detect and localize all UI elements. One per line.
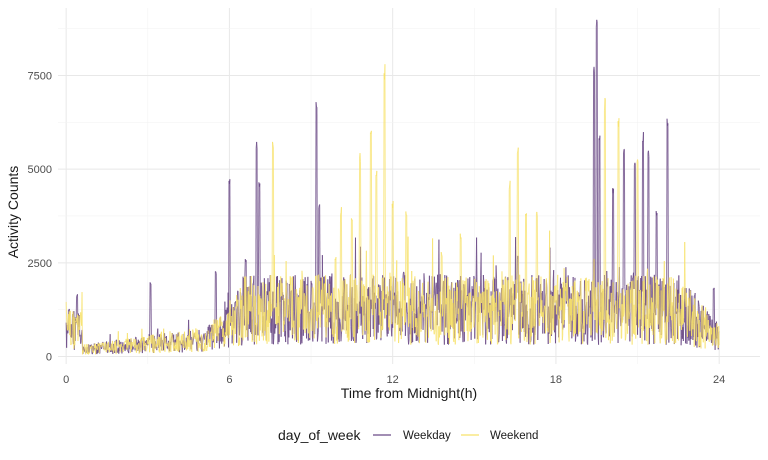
series-weekend [65, 64, 720, 355]
legend: day_of_week Weekday Weekend [278, 427, 538, 443]
x-tick-label: 6 [226, 374, 232, 386]
y-axis-title: Activity Counts [5, 166, 21, 259]
legend-title: day_of_week [278, 427, 362, 443]
x-tick-label: 18 [550, 374, 562, 386]
legend-label-weekday: Weekday [403, 430, 451, 442]
grid-lines [58, 8, 760, 364]
y-axis-ticks: 0 2500 5000 7500 [28, 70, 52, 363]
x-axis-ticks: 0 6 12 18 24 [63, 374, 725, 386]
x-tick-label: 24 [713, 374, 725, 386]
x-tick-label: 12 [387, 374, 399, 386]
y-tick-label: 0 [46, 352, 52, 364]
x-axis-title: Time from Midnight(h) [341, 385, 477, 401]
y-tick-label: 5000 [28, 164, 52, 176]
x-tick-label: 0 [63, 374, 69, 386]
y-tick-label: 2500 [28, 258, 52, 270]
y-tick-label: 7500 [28, 70, 52, 82]
legend-label-weekend: Weekend [490, 430, 538, 442]
